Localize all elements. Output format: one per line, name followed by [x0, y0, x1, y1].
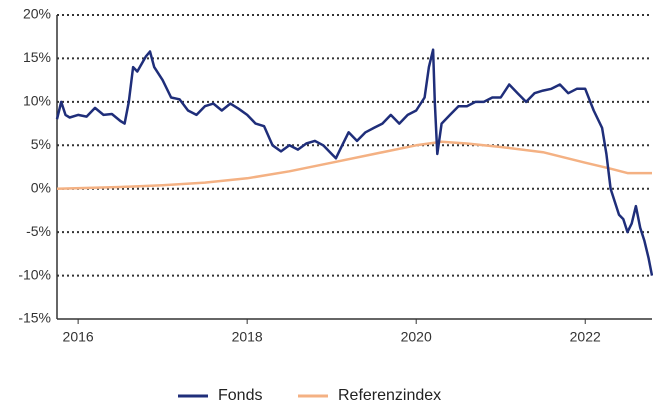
x-tick-label: 2020: [401, 329, 432, 345]
y-tick-label: -10%: [18, 266, 51, 282]
series-line: [56, 140, 652, 190]
y-tick-label: 5%: [31, 136, 51, 152]
y-tick-label: 15%: [23, 49, 51, 65]
series-line: [55, 48, 653, 276]
legend-label: Referenzindex: [338, 387, 441, 404]
y-tick-label: 20%: [23, 6, 51, 22]
y-tick-label: 10%: [23, 93, 51, 109]
y-tick-label: -5%: [26, 223, 51, 239]
legend-label: Fonds: [218, 387, 262, 404]
x-tick-label: 2016: [63, 329, 94, 345]
x-tick-label: 2022: [570, 329, 601, 345]
y-tick-label: -15%: [18, 310, 51, 326]
y-tick-label: 0%: [31, 179, 51, 195]
x-tick-label: 2018: [232, 329, 263, 345]
